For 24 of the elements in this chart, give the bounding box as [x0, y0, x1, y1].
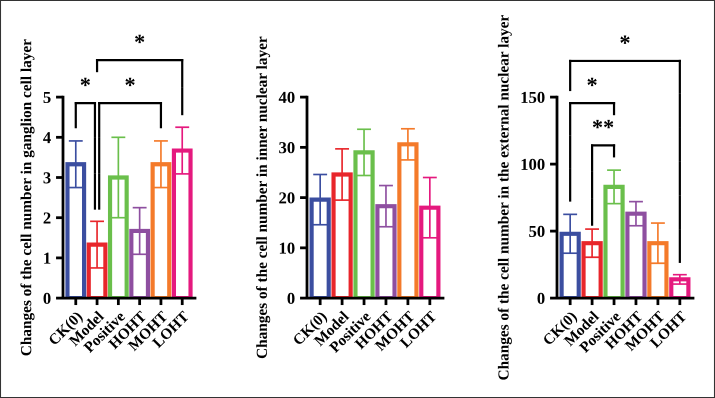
y-tick-label: 0	[287, 292, 295, 304]
text: *	[135, 34, 144, 44]
y-tick-label: 20	[279, 192, 295, 204]
y-tick-label: 0	[537, 292, 545, 304]
y-tick-label: 4	[43, 132, 51, 144]
y-tick-label: 0	[43, 292, 51, 304]
text: *	[125, 78, 135, 86]
text: *	[80, 78, 90, 86]
y-tick-label: 3	[43, 172, 51, 184]
y-tick-label: 5	[44, 92, 51, 104]
y-tick-label: 1	[44, 252, 50, 264]
y-tick-label: 150	[522, 92, 545, 104]
text: *	[620, 36, 630, 44]
y-axis-title: Changes of the cell number in the external nuclear layer	[498, 15, 512, 380]
y-tick-label: 10	[280, 242, 295, 254]
y-tick-label: 30	[279, 142, 295, 154]
annotation: **	[592, 120, 614, 128]
y-tick-label: 40	[278, 92, 295, 104]
y-tick-label: 2	[44, 212, 50, 224]
y-axis-title: Changes of the cell number in inner nuclear layer	[256, 36, 270, 358]
y-tick-label: 100	[522, 158, 545, 170]
y-axis-title: Changes of the cell number in ganglion cell layer	[20, 39, 35, 356]
text: *	[587, 78, 597, 86]
y-tick-label: 50	[529, 226, 545, 238]
